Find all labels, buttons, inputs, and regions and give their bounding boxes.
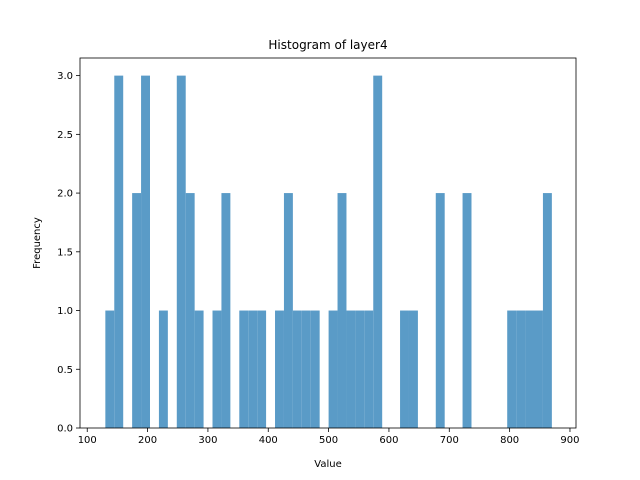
histogram-bar: [355, 311, 364, 428]
histogram-bar: [436, 193, 445, 428]
histogram-bar: [257, 311, 266, 428]
histogram-bar: [186, 193, 195, 428]
x-tick-label: 900: [560, 435, 579, 446]
histogram-bar: [195, 311, 204, 428]
x-tick-label: 300: [198, 435, 217, 446]
histogram-bar: [507, 311, 516, 428]
histogram-bar: [543, 193, 552, 428]
y-tick-label: 2.0: [57, 189, 73, 200]
y-tick-label: 1.0: [57, 306, 73, 317]
histogram-bar: [132, 193, 141, 428]
x-axis-ticks: 100 200 300 400 500 600 700 800 900: [78, 428, 580, 446]
y-axis-label: Frequency: [32, 217, 43, 269]
histogram-bar: [364, 311, 373, 428]
histogram-bar: [159, 311, 168, 428]
histogram-bar: [248, 311, 257, 428]
histogram-bar: [463, 193, 472, 428]
histogram-bar: [329, 311, 338, 428]
histogram-bar: [275, 311, 284, 428]
y-tick-label: 1.5: [57, 247, 73, 258]
y-tick-label: 0.0: [57, 424, 73, 435]
histogram-bar: [213, 311, 222, 428]
histogram-bar: [105, 311, 114, 428]
histogram-bar: [400, 311, 409, 428]
x-tick-label: 600: [379, 435, 398, 446]
x-tick-label: 800: [500, 435, 519, 446]
histogram-bar: [284, 193, 293, 428]
histogram-bar: [338, 193, 347, 428]
x-tick-label: 200: [138, 435, 157, 446]
histogram-bar: [221, 193, 230, 428]
histogram-bar: [114, 76, 123, 428]
histogram-bar: [516, 311, 525, 428]
y-tick-label: 3.0: [57, 71, 73, 82]
histogram-bar: [525, 311, 534, 428]
histogram-bar: [311, 311, 320, 428]
histogram-bar: [177, 76, 186, 428]
y-tick-label: 0.5: [57, 365, 73, 376]
plot-frame: [80, 58, 576, 428]
x-axis-label: Value: [314, 459, 341, 470]
y-axis-ticks: 0.0 0.5 1.0 1.5 2.0 2.5 3.0: [57, 71, 80, 434]
chart-title: Histogram of layer4: [268, 38, 387, 52]
x-tick-label: 500: [319, 435, 338, 446]
histogram-bar: [373, 76, 382, 428]
histogram-bar: [293, 311, 302, 428]
histogram-bar: [141, 76, 150, 428]
x-tick-label: 100: [78, 435, 97, 446]
histogram-bar: [534, 311, 543, 428]
y-tick-label: 2.5: [57, 130, 73, 141]
histogram-bar: [346, 311, 355, 428]
x-tick-label: 700: [440, 435, 459, 446]
bars-group: [105, 76, 552, 428]
histogram-bar: [239, 311, 248, 428]
histogram-bar: [302, 311, 311, 428]
histogram-bar: [409, 311, 418, 428]
x-tick-label: 400: [259, 435, 278, 446]
